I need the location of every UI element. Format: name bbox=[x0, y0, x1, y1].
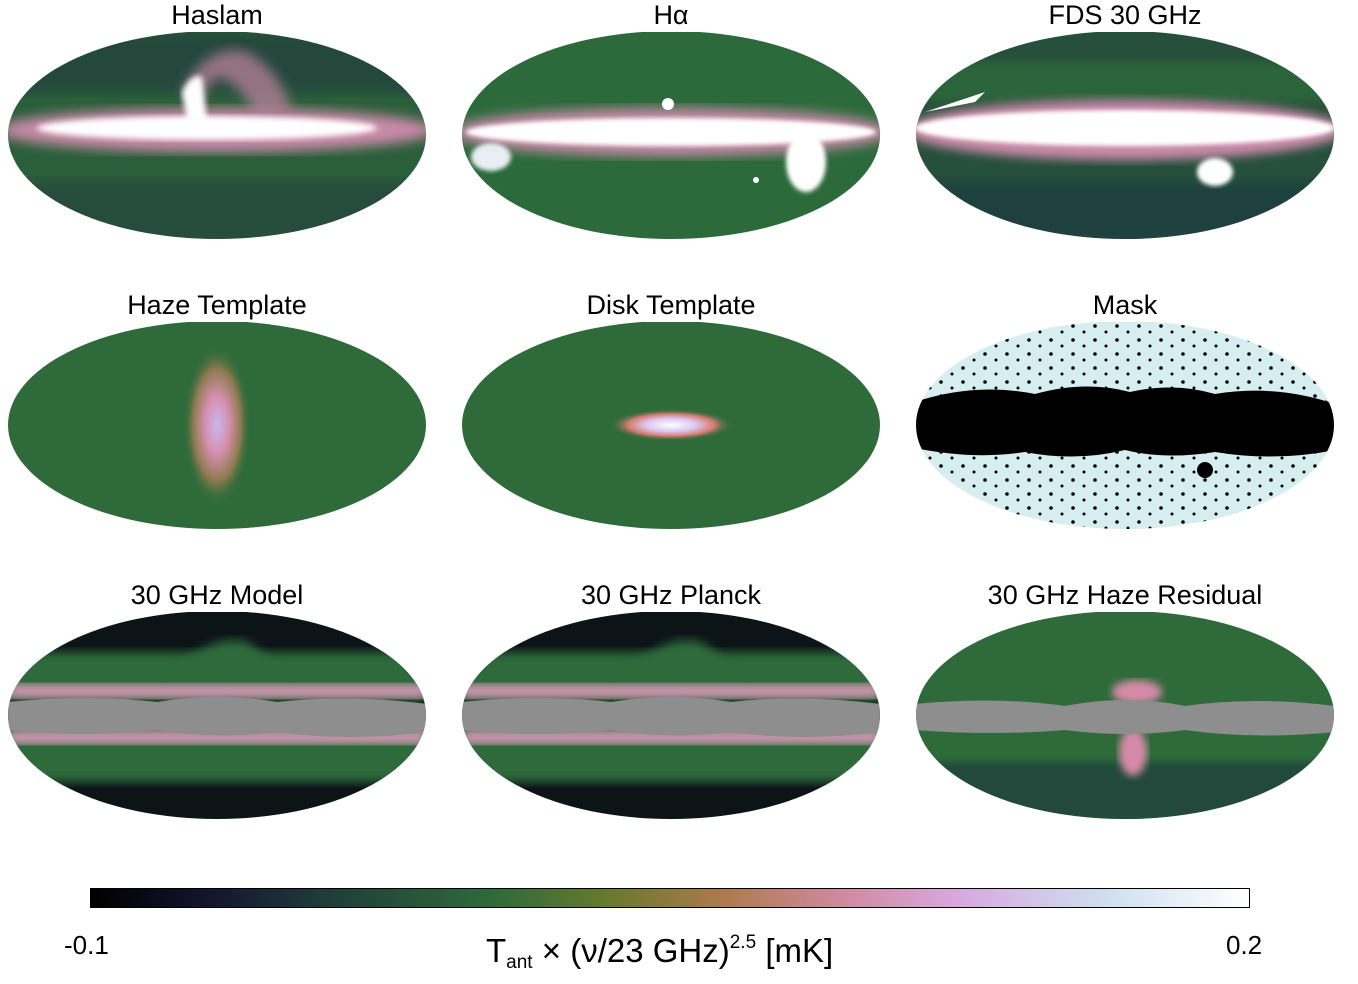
colorbar-label-sup: 2.5 bbox=[729, 932, 757, 953]
panel-haze: Haze Template bbox=[7, 290, 427, 580]
panel-planck: 30 GHz Planck bbox=[461, 580, 881, 870]
colorbar-label: Tant × (ν/23 GHz)2.5 [mK] bbox=[486, 922, 833, 984]
panel-title: Haze Template bbox=[127, 290, 307, 320]
panel-mask: Mask bbox=[915, 290, 1335, 580]
panel-halpha: Hα bbox=[461, 0, 881, 290]
map-disk-template bbox=[462, 322, 880, 529]
panel-title: FDS 30 GHz bbox=[1048, 0, 1202, 30]
map-halpha bbox=[462, 32, 880, 239]
panel-title: 30 GHz Model bbox=[130, 580, 304, 610]
panel-residual: 30 GHz Haze Residual bbox=[915, 580, 1335, 870]
map-30ghz-haze-residual bbox=[916, 612, 1334, 819]
panel-haslam: Haslam bbox=[7, 0, 427, 290]
colorbar-label-mid: × (ν/23 GHz) bbox=[532, 932, 730, 969]
panel-title: Disk Template bbox=[586, 290, 756, 320]
map-fds bbox=[916, 32, 1334, 239]
colorbar-label-sub: ant bbox=[506, 952, 533, 973]
colorbar bbox=[90, 888, 1250, 908]
colorbar-label-end: [mK] bbox=[756, 932, 834, 969]
map-mask bbox=[916, 322, 1334, 529]
panel-disk: Disk Template bbox=[461, 290, 881, 580]
panel-title: Haslam bbox=[171, 0, 263, 30]
colorbar-max-label: 0.2 bbox=[1226, 930, 1263, 960]
map-haslam bbox=[8, 32, 426, 239]
panel-fds: FDS 30 GHz bbox=[915, 0, 1335, 290]
panel-title: Hα bbox=[653, 0, 689, 30]
colorbar-min-label: -0.1 bbox=[64, 930, 109, 960]
panel-title: 30 GHz Haze Residual bbox=[987, 580, 1263, 610]
panel-title: 30 GHz Planck bbox=[580, 580, 762, 610]
map-30ghz-planck bbox=[462, 612, 880, 819]
panel-model: 30 GHz Model bbox=[7, 580, 427, 870]
panel-title: Mask bbox=[1092, 290, 1158, 320]
map-haze-template bbox=[8, 322, 426, 529]
colorbar-label-main: T bbox=[486, 932, 507, 969]
map-30ghz-model bbox=[8, 612, 426, 819]
